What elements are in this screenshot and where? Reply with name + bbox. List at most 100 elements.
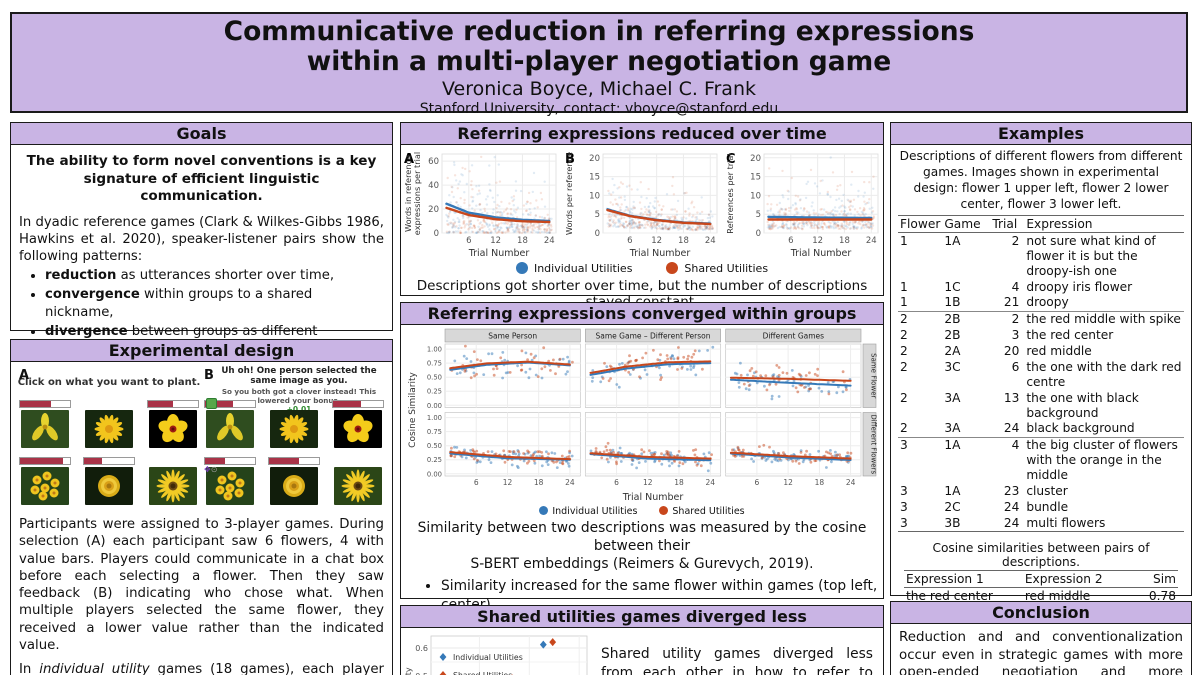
table-cell: 2	[900, 344, 908, 359]
flower-tile	[202, 398, 258, 452]
svg-text:20: 20	[428, 205, 439, 215]
table-cell: 0.78	[1148, 588, 1176, 603]
goals-heading: Goals	[11, 123, 392, 145]
legend-label: Shared Utilities	[684, 262, 769, 275]
svg-text:10: 10	[750, 191, 761, 201]
cosine-similarity-facet-chart: Same Person Same Game – Different Person D…	[408, 328, 878, 503]
converged-text-line2: S-BERT embeddings (Reimers & Gurevych, 2…	[470, 555, 814, 572]
iris-flower-image	[21, 410, 69, 448]
table-cell: red middle	[1026, 344, 1092, 359]
table-cell: 3B	[942, 515, 991, 533]
similarity-table-title: Cosine similarities between pairs of des…	[932, 541, 1150, 570]
svg-text:12: 12	[812, 236, 823, 246]
expressions-table: Flower Game Trial Expression 1 1A 2 not sure wh…	[898, 215, 1184, 533]
flower-tile	[266, 457, 322, 509]
value-bar-fill	[20, 458, 63, 464]
diverged-heading: Shared utilities games diverged less	[401, 606, 883, 628]
table-row: 2 3A 24 black background	[898, 421, 1184, 437]
svg-text:1.00: 1.00	[427, 414, 442, 422]
svg-text:0: 0	[595, 229, 600, 239]
reduced-over-time-section: Referring expressions reduced over time …	[400, 122, 884, 310]
poster-affiliation: Stanford University, contact: vboyce@sta…	[419, 101, 779, 118]
table-row: 3 3B 24 multi flowers	[898, 515, 1184, 533]
divergence-chart: 0.6 0.5Cosine Similarity Individual Utilit…	[404, 635, 588, 675]
svg-text:12: 12	[651, 236, 662, 246]
diverged-text: Shared utility games diverged less from …	[601, 645, 873, 675]
table-cell: 2B	[944, 328, 961, 343]
rose-flower-image	[85, 467, 133, 505]
svg-text:Words in reference: Words in reference	[403, 155, 413, 232]
value-bar	[19, 457, 71, 465]
svg-text:Cosine Similarity: Cosine Similarity	[408, 372, 418, 448]
shared-utilities-dot-icon	[666, 262, 679, 274]
legend-label: Individual Utilities	[552, 506, 638, 517]
flower-tile	[17, 457, 73, 509]
svg-text:0.25: 0.25	[427, 456, 442, 464]
table-cell: 2A	[944, 344, 961, 359]
svg-text:0: 0	[756, 229, 761, 239]
flower-tile	[81, 457, 137, 509]
svg-text:0.75: 0.75	[427, 360, 442, 368]
svg-text:Same Person: Same Person	[488, 332, 537, 341]
goals-bullet: convergence within groups to a shared ni…	[45, 286, 384, 323]
bullet-rest: as utterances shorter over time,	[116, 268, 335, 284]
svg-text:18: 18	[678, 236, 689, 246]
svg-text:Trial Number: Trial Number	[622, 492, 684, 502]
value-bar	[332, 400, 384, 408]
bullet-term: reduction	[45, 268, 117, 284]
svg-text:18: 18	[674, 478, 684, 487]
table-cell: 6	[1011, 359, 1020, 374]
svg-text:6: 6	[614, 478, 619, 487]
individual-utilities-dot-icon	[539, 506, 549, 515]
svg-text:24: 24	[846, 478, 856, 487]
svg-text:15: 15	[750, 173, 761, 183]
svg-text:18: 18	[839, 236, 850, 246]
text-segment: games (18 games), each player earned poi…	[157, 662, 384, 675]
flower-tile	[81, 400, 137, 452]
table-cell: 3	[900, 483, 908, 498]
table-cell: 2	[898, 310, 943, 328]
table-row: 2 3A 13 the one with black background	[898, 390, 1184, 421]
table-cell: not sure what kind of flower it is but t…	[1026, 233, 1156, 278]
converged-text: Similarity between two descriptions was …	[407, 520, 877, 574]
poster-header: Communicative reduction in referring exp…	[10, 12, 1188, 117]
panel-a-caption: Click on what you want to plant.	[17, 377, 201, 388]
svg-text:24: 24	[544, 236, 555, 246]
svg-text:18: 18	[534, 478, 544, 487]
diverged-chart-container: 0.6 0.5Cosine Similarity Individual Utilit…	[403, 631, 593, 675]
table-cell: red middle	[1024, 588, 1091, 603]
value-bar-fill	[269, 458, 299, 464]
iris-flower-image	[206, 410, 254, 448]
svg-text:12: 12	[783, 478, 793, 487]
table-cell: multi flowers	[1024, 515, 1184, 533]
value-bar	[19, 400, 71, 408]
table-cell: 3	[900, 499, 908, 514]
clover-badge-icon	[206, 398, 217, 409]
italic-term: individual utility	[39, 662, 150, 675]
table-cell: droopy	[1026, 295, 1069, 310]
table-row: 2 2B 3 the red center	[898, 328, 1184, 344]
svg-text:0.00: 0.00	[427, 402, 442, 410]
legend-item-shared: Shared Utilities	[659, 506, 745, 517]
flower-tile	[330, 457, 386, 509]
table-cell: the big cluster of flowers with the oran…	[1024, 436, 1184, 484]
panel-b-message: Uh oh! One person selected the same imag…	[221, 366, 377, 386]
svg-text:6: 6	[627, 236, 632, 246]
svg-text:Trial Number: Trial Number	[790, 248, 852, 259]
table-row: 3 1A 4 the big cluster of flowers with the …	[898, 436, 1184, 484]
svg-text:Shared Utilities: Shared Utilities	[453, 671, 512, 675]
design-panel-a: A Click on what you want to plant.	[17, 366, 201, 509]
svg-text:Words per reference: Words per reference	[564, 152, 574, 235]
panel-a-header: A Click on what you want to plant.	[17, 366, 201, 400]
daisy-flower-image	[149, 467, 197, 505]
value-bar	[147, 400, 199, 408]
svg-text:10: 10	[589, 191, 600, 201]
table-row: 2 2A 20 red middle	[898, 344, 1184, 360]
design-paragraph-1: Participants were assigned to 3-player g…	[19, 517, 384, 653]
goals-intro: In dyadic reference games (Clark & Wilke…	[19, 215, 384, 265]
column-header: Trial	[990, 215, 1025, 234]
svg-text:12: 12	[503, 478, 513, 487]
